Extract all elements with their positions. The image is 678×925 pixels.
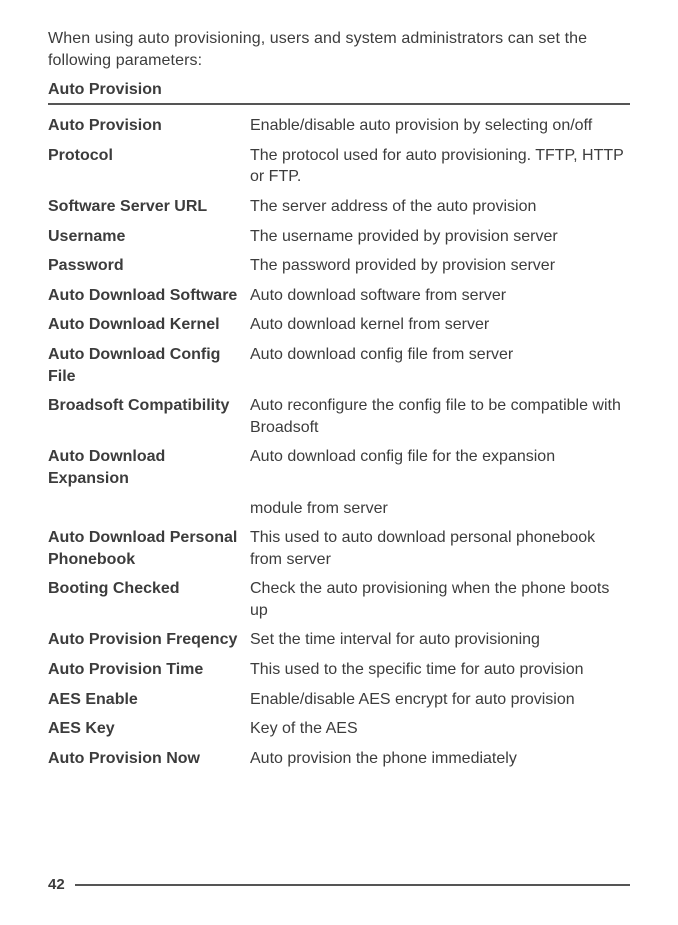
param-term: Protocol — [48, 145, 250, 167]
param-term: Broadsoft Compatibility — [48, 395, 250, 417]
param-description: Enable/disable AES encrypt for auto prov… — [250, 689, 630, 711]
param-description: module from server — [250, 498, 630, 520]
param-description: Auto download kernel from server — [250, 314, 630, 336]
param-row: Auto ProvisionEnable/disable auto provis… — [48, 111, 630, 141]
param-row: Booting CheckedCheck the auto provisioni… — [48, 574, 630, 625]
param-description: Auto download software from server — [250, 285, 630, 307]
param-description: The protocol used for auto provisioning.… — [250, 145, 630, 188]
param-row: Auto Download SoftwareAuto download soft… — [48, 281, 630, 311]
section-title: Auto Provision — [48, 81, 630, 105]
param-description: Auto provision the phone immediately — [250, 748, 630, 770]
param-row: module from server — [48, 494, 630, 524]
param-term: AES Key — [48, 718, 250, 740]
param-term: Username — [48, 226, 250, 248]
param-description: Check the auto provisioning when the pho… — [250, 578, 630, 621]
param-row: ProtocolThe protocol used for auto provi… — [48, 141, 630, 192]
param-description: Auto download config file from server — [250, 344, 630, 366]
param-row: Auto Provision FreqencySet the time inte… — [48, 625, 630, 655]
param-description: Key of the AES — [250, 718, 630, 740]
param-term: Auto Provision — [48, 115, 250, 137]
param-description: The server address of the auto provision — [250, 196, 630, 218]
param-term: Auto Download Software — [48, 285, 250, 307]
param-description: This used to the specific time for auto … — [250, 659, 630, 681]
param-term: Auto Provision Freqency — [48, 629, 250, 651]
param-term: Auto Provision Time — [48, 659, 250, 681]
param-row: Auto Download ExpansionAuto download con… — [48, 442, 630, 493]
param-term: Auto Download Kernel — [48, 314, 250, 336]
param-term: Auto Download Config File — [48, 344, 250, 387]
param-term: Auto Download Expansion — [48, 446, 250, 489]
param-row: PasswordThe password provided by provisi… — [48, 251, 630, 281]
param-term: Auto Provision Now — [48, 748, 250, 770]
param-row: UsernameThe username provided by provisi… — [48, 222, 630, 252]
page-number: 42 — [48, 876, 75, 893]
param-row: Auto Download Config FileAuto download c… — [48, 340, 630, 391]
param-description: Auto download config file for the expans… — [250, 446, 630, 468]
page-footer: 42 — [48, 876, 630, 893]
document-page: When using auto provisioning, users and … — [0, 0, 678, 925]
param-term: Auto Download Personal Phonebook — [48, 527, 250, 570]
param-row: Auto Download Personal PhonebookThis use… — [48, 523, 630, 574]
param-row: Broadsoft CompatibilityAuto reconfigure … — [48, 391, 630, 442]
param-row: AES EnableEnable/disable AES encrypt for… — [48, 685, 630, 715]
footer-rule — [75, 884, 630, 886]
param-description: The username provided by provision serve… — [250, 226, 630, 248]
param-term: Password — [48, 255, 250, 277]
param-term: Software Server URL — [48, 196, 250, 218]
param-row: Software Server URLThe server address of… — [48, 192, 630, 222]
parameters-table: Auto ProvisionEnable/disable auto provis… — [48, 111, 630, 773]
intro-paragraph: When using auto provisioning, users and … — [48, 28, 630, 71]
param-term: AES Enable — [48, 689, 250, 711]
param-description: The password provided by provision serve… — [250, 255, 630, 277]
param-description: Set the time interval for auto provision… — [250, 629, 630, 651]
param-row: Auto Provision NowAuto provision the pho… — [48, 744, 630, 774]
param-description: This used to auto download personal phon… — [250, 527, 630, 570]
param-row: Auto Provision TimeThis used to the spec… — [48, 655, 630, 685]
param-description: Auto reconfigure the config file to be c… — [250, 395, 630, 438]
param-row: Auto Download KernelAuto download kernel… — [48, 310, 630, 340]
param-row: AES KeyKey of the AES — [48, 714, 630, 744]
param-description: Enable/disable auto provision by selecti… — [250, 115, 630, 137]
param-term: Booting Checked — [48, 578, 250, 600]
